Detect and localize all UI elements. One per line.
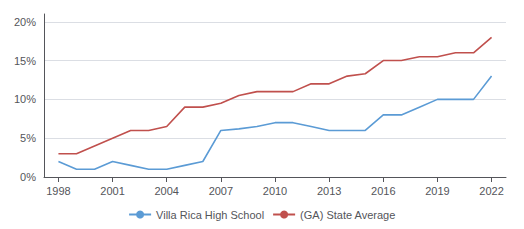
svg-text:10%: 10% (14, 93, 36, 105)
svg-text:2001: 2001 (100, 185, 124, 197)
svg-text:0%: 0% (20, 171, 36, 183)
svg-text:2013: 2013 (317, 185, 341, 197)
svg-text:Villa Rica High School: Villa Rica High School (156, 209, 264, 221)
svg-text:2007: 2007 (209, 185, 233, 197)
svg-text:2016: 2016 (371, 185, 395, 197)
svg-text:2010: 2010 (263, 185, 287, 197)
svg-text:2004: 2004 (154, 185, 178, 197)
svg-text:20%: 20% (14, 16, 36, 28)
svg-text:(GA) State Average: (GA) State Average (300, 209, 395, 221)
svg-text:1998: 1998 (46, 185, 70, 197)
svg-text:5%: 5% (20, 132, 36, 144)
svg-text:2019: 2019 (425, 185, 449, 197)
svg-text:2022: 2022 (479, 185, 503, 197)
svg-text:15%: 15% (14, 55, 36, 67)
